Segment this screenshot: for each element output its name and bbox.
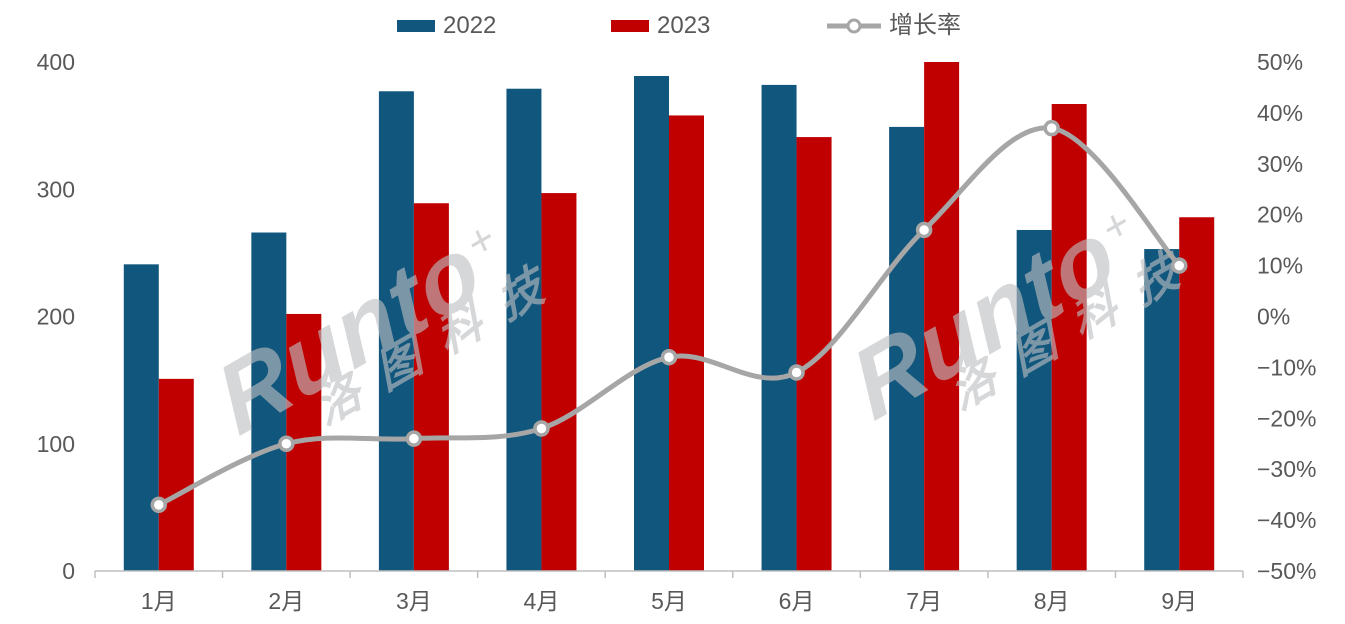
- y-left-tick-label: 300: [37, 176, 75, 202]
- x-tick-label-5月: 5月: [651, 588, 687, 614]
- bar-2023-2月: [286, 313, 322, 571]
- growth-marker-5月: [660, 348, 678, 366]
- watermark-latin: Runto+: [201, 211, 503, 457]
- watermark-cjk: 洛图科技: [942, 231, 1207, 420]
- watermark-latin: Runto+: [836, 196, 1138, 442]
- y-right-tick-label: −30%: [1257, 456, 1316, 482]
- growth-marker-6月: [788, 364, 805, 381]
- y-left-tick-label: 400: [37, 49, 75, 75]
- bar-2023-3月: [413, 203, 449, 571]
- y-right-tick-label: 20%: [1257, 202, 1303, 228]
- watermark-cjk: 洛图科技: [307, 246, 572, 435]
- bar-2022-1月: [123, 264, 159, 571]
- y-right-tick-label: −10%: [1257, 354, 1316, 380]
- y-right-tick-label: 30%: [1257, 151, 1303, 177]
- growth-marker-7月: [915, 221, 933, 239]
- legend-swatch-2023: [611, 20, 649, 32]
- growth-marker-4月: [533, 420, 550, 437]
- runto-watermark: Runto+ 洛图科技: [830, 160, 1208, 456]
- x-tick-label-2月: 2月: [268, 588, 304, 614]
- bar-2023-4月: [541, 193, 577, 571]
- bar-2023-1月: [158, 378, 194, 571]
- bar-2022-4月: [506, 88, 542, 571]
- bar-2023-5月: [669, 115, 704, 571]
- growth-marker-9月: [1170, 257, 1188, 274]
- chart-legend: 2022 2023 增长率: [0, 0, 1345, 44]
- y-right-tick-label: 10%: [1257, 253, 1303, 279]
- bar-2022-5月: [634, 75, 669, 571]
- x-tick-label-3月: 3月: [396, 588, 432, 614]
- x-tick-label-7月: 7月: [906, 588, 942, 614]
- bar-2023-8月: [1051, 103, 1087, 572]
- growth-marker-3月: [405, 430, 423, 447]
- bar-2022-8月: [1016, 229, 1052, 571]
- y-left-tick-label: 200: [37, 304, 75, 330]
- bar-2022-7月: [889, 126, 925, 572]
- watermark-plus-glyph: +: [1094, 196, 1138, 256]
- y-right-tick-label: 0%: [1257, 304, 1290, 330]
- y-right-tick-label: −20%: [1257, 405, 1316, 431]
- growth-marker-8月: [1043, 119, 1060, 137]
- legend-label-2023: 2023: [657, 12, 711, 39]
- y-right-tick-label: 50%: [1257, 49, 1303, 75]
- bar-2022-6月: [761, 84, 797, 571]
- legend-label-growth: 增长率: [889, 12, 961, 39]
- legend-item-2022: 2022: [397, 14, 496, 38]
- bar-2022-9月: [1144, 249, 1180, 571]
- bar-2023-7月: [924, 62, 960, 571]
- bar-2023-6月: [796, 137, 832, 571]
- growth-marker-2月: [278, 435, 295, 452]
- growth-rate-line: [156, 125, 1182, 508]
- y-left-tick-label: 100: [37, 431, 75, 457]
- bar-2022-3月: [378, 91, 414, 571]
- x-tick-label-9月: 9月: [1161, 588, 1197, 614]
- bar-2023-9月: [1179, 217, 1215, 571]
- y-left-tick-label: 0: [62, 558, 75, 584]
- legend-label-2022: 2022: [443, 12, 497, 39]
- bar-2022-2月: [251, 232, 287, 571]
- legend-item-growth: 增长率: [827, 14, 961, 38]
- legend-item-2023: 2023: [611, 14, 710, 38]
- y-right-tick-label: −40%: [1257, 507, 1316, 533]
- x-tick-label-1月: 1月: [141, 588, 177, 614]
- watermark-plus-glyph: +: [459, 211, 503, 271]
- x-tick-label-8月: 8月: [1034, 588, 1070, 614]
- x-tick-label-6月: 6月: [779, 588, 815, 614]
- y-right-tick-label: −50%: [1257, 558, 1316, 584]
- growth-marker-1月: [150, 496, 168, 514]
- legend-swatch-2022: [397, 20, 435, 32]
- x-tick-label-4月: 4月: [524, 588, 560, 614]
- runto-watermark: Runto+ 洛图科技: [195, 175, 573, 471]
- y-right-tick-label: 40%: [1257, 100, 1303, 126]
- legend-line-marker-glyph: [827, 18, 881, 34]
